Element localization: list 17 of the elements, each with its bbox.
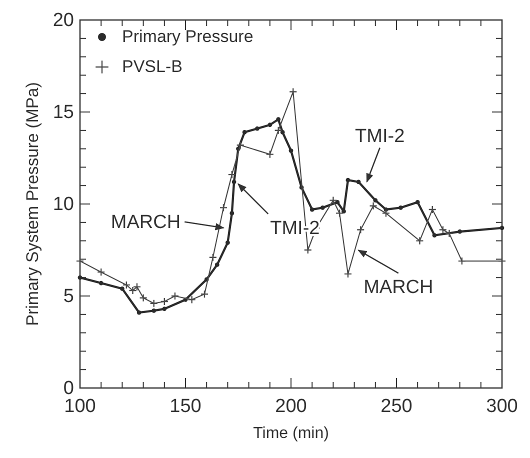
y-tick-label: 0 [63, 378, 74, 399]
legend-label: Primary Pressure [122, 27, 254, 46]
x-tick-label: 150 [170, 396, 202, 417]
y-axis-title: Primary System Pressure (MPa) [23, 82, 42, 326]
x-tick-label: 300 [486, 396, 518, 417]
x-axis-title: Time (min) [253, 425, 329, 442]
annotation: MARCH [364, 277, 434, 298]
y-tick-label: 10 [52, 194, 74, 215]
x-tick-label: 250 [380, 396, 412, 417]
y-tick-label: 20 [52, 10, 74, 31]
x-tick-label: 200 [275, 396, 307, 417]
annotation: MARCH [110, 212, 181, 233]
y-tick-label: 15 [52, 102, 74, 123]
x-tick-label: 100 [64, 396, 96, 417]
annotation: TMI-2 [355, 126, 405, 147]
y-tick-label: 5 [63, 286, 74, 307]
legend-label: PVSL-B [122, 57, 182, 76]
